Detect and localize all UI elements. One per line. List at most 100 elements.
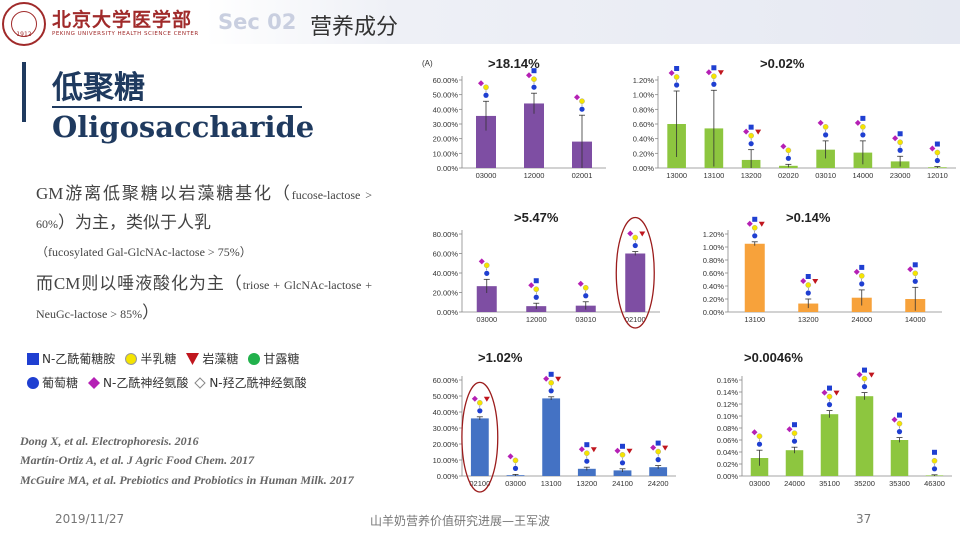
- y-tick-label: 20.00%: [433, 440, 459, 449]
- neugc-diamond-icon: [194, 376, 207, 389]
- glycan-glucose-icon: [785, 155, 791, 161]
- y-tick-label: 0.00%: [437, 472, 459, 481]
- x-tick-label: 24000: [851, 315, 872, 324]
- x-tick-label: 24100: [612, 479, 633, 488]
- y-tick-label: 1.20%: [633, 76, 655, 85]
- glycan-neuac-icon: [614, 447, 621, 454]
- p1-small: fucose-lactose > 60%: [36, 188, 372, 231]
- glycan-galactose-icon: [860, 124, 866, 130]
- y-tick-label: 0.04%: [717, 448, 739, 457]
- glycan-neuac-icon: [574, 94, 580, 101]
- glycan-neuac-icon: [891, 416, 898, 423]
- glycan-neuac-icon: [471, 395, 478, 402]
- glycan-glucose-icon: [861, 384, 868, 390]
- y-tick-label: 10.00%: [433, 149, 459, 158]
- x-tick-label: 13200: [576, 479, 597, 488]
- glycan-glucose-icon: [711, 81, 717, 87]
- legend-row-2: 葡萄糖 N-乙酰神经氨酸 N-羟乙酰神经氨酸: [27, 374, 307, 391]
- legend-label-galactose: 半乳糖: [140, 352, 177, 366]
- glycan-glcnac-icon: [932, 449, 937, 455]
- glycan-fucose-icon: [590, 447, 597, 453]
- y-tick-label: 30.00%: [433, 120, 459, 129]
- y-tick-label: 0.16%: [717, 376, 739, 385]
- glycan-galactose-icon: [826, 393, 833, 400]
- glycan-glcnac-icon: [792, 422, 797, 428]
- legend-label-fucose: 岩藻糖: [202, 352, 239, 366]
- bar: [855, 396, 874, 476]
- bar: [476, 115, 496, 168]
- glycan-glcnac-icon: [752, 216, 758, 222]
- glycan-glcnac-icon: [620, 443, 625, 449]
- x-tick-label: 03000: [749, 479, 770, 488]
- slide-title-en: Oligosaccharide: [52, 110, 315, 144]
- bar: [577, 468, 596, 476]
- glycan-glucose-icon: [860, 132, 866, 138]
- glycan-glcnac-icon: [860, 115, 866, 121]
- glycan-neuac-icon: [705, 69, 712, 76]
- p1-text: GM游离低聚糖以岩藻糖基化（: [36, 184, 292, 203]
- y-tick-label: 0.20%: [633, 149, 655, 158]
- x-tick-label: 12000: [524, 171, 545, 180]
- bar: [890, 440, 909, 476]
- glycan-galactose-icon: [751, 224, 758, 231]
- bar: [470, 418, 489, 476]
- glycan-glucose-icon: [533, 294, 539, 300]
- glycan-glcnac-icon: [897, 131, 903, 137]
- glycan-glucose-icon: [823, 132, 829, 138]
- x-tick-label: 24000: [784, 479, 805, 488]
- p2-small: triose + GlcNAc-lactose + NeuGc-lactose …: [36, 278, 372, 321]
- y-tick-label: 20.00%: [433, 135, 459, 144]
- glycan-neuac-icon: [627, 230, 634, 237]
- glycan-neuac-icon: [578, 446, 585, 453]
- y-tick-label: 0.14%: [717, 388, 739, 397]
- glycan-galactose-icon: [822, 124, 829, 130]
- y-tick-label: 0.60%: [703, 269, 725, 278]
- logo-inner-ring: [11, 11, 37, 37]
- y-tick-label: 20.00%: [433, 289, 459, 298]
- x-tick-label: 13200: [798, 315, 819, 324]
- title-divider: [52, 106, 302, 108]
- chart-title: >1.02%: [478, 350, 523, 365]
- footer-date: 2019/11/27: [55, 512, 125, 526]
- glycan-glcnac-icon: [584, 442, 590, 448]
- y-tick-label: 0.40%: [633, 135, 655, 144]
- university-name: 北京大学医学部: [52, 9, 193, 31]
- glycan-glucose-icon: [512, 465, 519, 471]
- glycan-glucose-icon: [484, 270, 490, 276]
- glycan-glcnac-icon: [897, 412, 902, 418]
- x-tick-label: 14000: [852, 171, 873, 180]
- glycan-glcnac-icon: [748, 124, 754, 130]
- footer-center: 山羊奶营养价值研究进展—王军波: [370, 514, 551, 528]
- glycan-fucose-icon: [717, 70, 724, 76]
- legend-label-mannose: 甘露糖: [263, 352, 300, 366]
- x-tick-label: 13200: [741, 171, 762, 180]
- glycan-galactose-icon: [673, 74, 680, 80]
- y-tick-label: 80.00%: [433, 230, 459, 239]
- glycan-galactose-icon: [579, 98, 585, 105]
- glycan-fucose-icon: [639, 231, 646, 237]
- glycan-glcnac-icon: [934, 141, 940, 147]
- glycan-glucose-icon: [912, 278, 918, 284]
- chart-title: >5.47%: [514, 210, 559, 225]
- chart-title: >18.14%: [488, 56, 540, 71]
- glycan-neuac-icon: [780, 143, 787, 150]
- glycan-glucose-icon: [632, 242, 638, 249]
- glucose-circle-icon: [27, 376, 39, 389]
- y-tick-label: 1.00%: [633, 91, 655, 100]
- y-tick-label: 60.00%: [433, 76, 459, 85]
- glycan-galactose-icon: [805, 282, 812, 288]
- bar: [625, 253, 646, 312]
- x-tick-label: 02100: [469, 479, 490, 488]
- glycan-neuac-icon: [528, 282, 535, 289]
- y-tick-label: 0.00%: [437, 164, 459, 173]
- p1-small2: （fucosylated Gal-GlcNAc-lactose > 75%）: [36, 245, 252, 259]
- y-tick-label: 30.00%: [433, 424, 459, 433]
- glycan-neuac-icon: [650, 444, 657, 451]
- glycan-neuac-icon: [478, 80, 484, 87]
- glycan-neuac-icon: [786, 426, 793, 433]
- glycan-galactose-icon: [931, 458, 938, 464]
- y-tick-label: 0.12%: [717, 400, 739, 409]
- x-tick-label: 35200: [854, 479, 875, 488]
- glycan-fucose-icon: [833, 390, 840, 396]
- glycan-neuac-icon: [743, 128, 750, 135]
